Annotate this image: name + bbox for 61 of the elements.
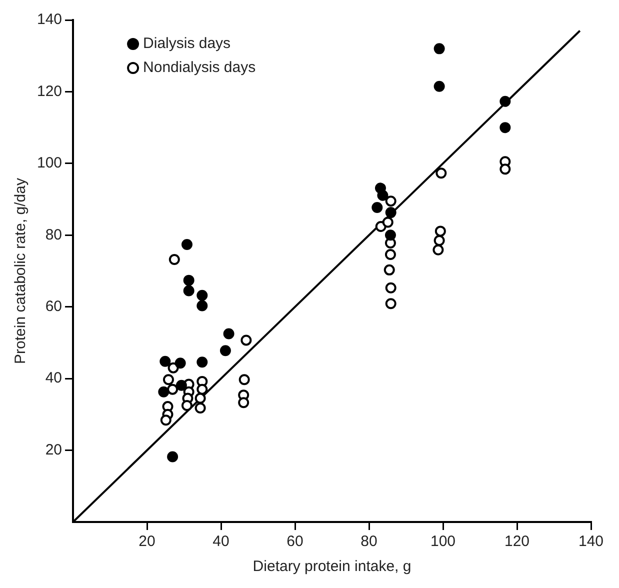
point: [377, 190, 388, 201]
point: [385, 282, 396, 294]
point: [434, 43, 445, 54]
point: [238, 397, 250, 408]
point: [500, 122, 511, 134]
y-tick-label: 100: [36, 154, 62, 172]
point: [500, 164, 511, 175]
point: [385, 298, 396, 310]
y-tick-label: 140: [36, 11, 62, 28]
point: [167, 451, 178, 462]
x-tick-label: 60: [286, 533, 304, 550]
point: [194, 402, 206, 414]
y-tick-label: 60: [45, 298, 62, 315]
point: [196, 356, 208, 368]
x-tick-label: 140: [578, 533, 604, 550]
point: [434, 235, 445, 246]
point: [194, 392, 206, 404]
point: [385, 207, 396, 218]
point: [183, 274, 194, 286]
y-tick-label: 120: [36, 82, 62, 100]
x-tick-label: 120: [504, 533, 530, 550]
y-tick-label: 80: [45, 226, 62, 244]
point: [160, 356, 171, 367]
point: [183, 285, 194, 296]
point: [160, 414, 172, 426]
point: [220, 345, 231, 356]
point: [196, 384, 208, 395]
point: [432, 244, 444, 256]
point: [181, 238, 192, 250]
point: [181, 400, 192, 411]
x-tick-label: 80: [360, 533, 378, 550]
point: [382, 216, 394, 228]
point: [162, 374, 174, 386]
y-tick-label: 20: [45, 441, 62, 458]
x-axis-title: Dietary protein intake, g: [252, 558, 412, 576]
point: [384, 249, 396, 260]
point: [167, 384, 178, 395]
y-axis-title: Protein catabolic rate, g/day: [12, 178, 30, 364]
point: [238, 374, 250, 386]
x-tick-label: 100: [430, 533, 456, 550]
legend-label: Dialysis days: [143, 35, 231, 52]
point: [434, 226, 446, 237]
point: [168, 254, 180, 266]
point: [372, 202, 383, 214]
x-tick-label: 40: [212, 533, 230, 550]
point: [196, 300, 208, 312]
point: [436, 168, 447, 179]
y-tick-label: 40: [45, 370, 62, 387]
point: [174, 358, 186, 369]
point: [240, 334, 252, 346]
point: [434, 80, 445, 92]
point: [384, 230, 396, 241]
point: [176, 380, 187, 391]
point: [384, 264, 395, 276]
point: [196, 290, 208, 301]
point: [500, 96, 511, 107]
x-tick-label: 20: [138, 533, 156, 550]
point: [223, 328, 234, 340]
point: [158, 386, 170, 398]
point: [385, 196, 396, 207]
legend-label: Nondialysis days: [143, 59, 256, 76]
